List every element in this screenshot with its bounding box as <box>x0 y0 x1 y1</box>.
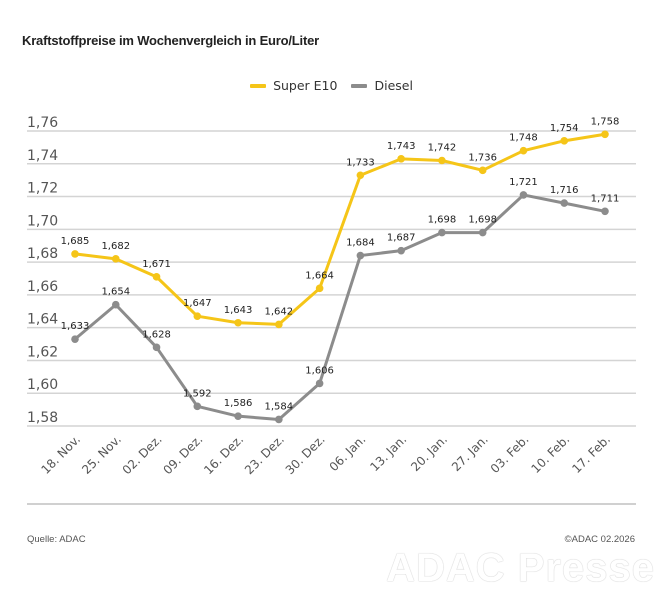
data-point-diesel <box>560 199 569 207</box>
legend-item-super-e10: Super E10 <box>250 78 337 93</box>
data-point-diesel <box>315 379 324 388</box>
data-point-super-e10 <box>478 166 487 175</box>
data-label-diesel: 1,698 <box>468 215 497 226</box>
data-point-super-e10 <box>275 320 283 329</box>
data-label-super-e10: 1,643 <box>224 305 253 316</box>
data-label-super-e10: 1,743 <box>387 141 416 152</box>
data-point-super-e10 <box>71 250 79 258</box>
data-point-super-e10 <box>152 273 161 281</box>
data-label-diesel: 1,633 <box>61 321 90 332</box>
data-label-diesel: 1,711 <box>591 193 620 204</box>
data-label-diesel: 1,716 <box>550 185 579 196</box>
x-tick-label: 03. Feb. <box>488 432 532 476</box>
x-tick-label: 13. Jan. <box>367 432 409 474</box>
data-label-super-e10: 1,671 <box>142 259 171 270</box>
data-point-diesel <box>397 246 405 255</box>
data-label-diesel: 1,684 <box>346 238 375 249</box>
data-point-super-e10 <box>397 155 405 163</box>
data-label-diesel: 1,698 <box>428 215 457 226</box>
data-label-diesel: 1,687 <box>387 233 416 244</box>
data-label-diesel: 1,592 <box>183 388 212 399</box>
data-point-diesel <box>601 207 609 216</box>
x-tick-label: 10. Feb. <box>529 432 573 476</box>
x-tick-label: 23. Dez. <box>242 432 287 477</box>
y-tick-label: 1,76 <box>27 115 58 131</box>
y-tick-label: 1,72 <box>27 181 58 197</box>
data-point-super-e10 <box>356 171 365 180</box>
data-point-super-e10 <box>560 137 569 145</box>
x-tick-label: 06. Jan. <box>327 432 369 474</box>
series-line-super-e10 <box>73 132 607 326</box>
data-point-super-e10 <box>193 312 202 320</box>
data-point-super-e10 <box>315 284 324 293</box>
data-point-diesel <box>519 191 528 199</box>
data-point-diesel <box>356 251 365 260</box>
x-tick-label: 25. Nov. <box>79 432 124 477</box>
legend-label-super-e10: Super E10 <box>273 78 338 93</box>
data-point-diesel <box>193 402 202 411</box>
data-point-diesel <box>275 415 283 424</box>
chart-title: Kraftstoffpreise im Wochenvergleich in E… <box>22 33 319 48</box>
x-tick-label: 02. Dez. <box>120 432 165 477</box>
y-tick-label: 1,66 <box>27 279 58 295</box>
source-note: Quelle: ADAC <box>27 534 86 545</box>
y-tick-label: 1,68 <box>27 246 58 262</box>
data-label-diesel: 1,606 <box>305 365 334 376</box>
y-tick-label: 1,60 <box>27 377 58 393</box>
data-point-diesel <box>478 228 487 237</box>
data-label-super-e10: 1,682 <box>101 241 130 252</box>
data-label-super-e10: 1,748 <box>509 133 538 144</box>
data-label-super-e10: 1,742 <box>428 143 457 154</box>
data-point-diesel <box>71 335 79 343</box>
legend-swatch-super-e10 <box>250 83 267 88</box>
chart-legend: Super E10 Diesel <box>0 78 663 93</box>
x-tick-label: 17. Feb. <box>569 432 613 476</box>
data-label-super-e10: 1,642 <box>265 306 294 317</box>
copyright-note: ©ADAC 02.2026 <box>564 534 635 545</box>
series-line-diesel <box>73 193 607 421</box>
data-label-super-e10: 1,647 <box>183 298 212 309</box>
data-point-super-e10 <box>519 146 528 155</box>
data-label-diesel: 1,721 <box>509 177 538 188</box>
legend-item-diesel: Diesel <box>351 78 413 93</box>
data-point-diesel <box>152 343 161 352</box>
x-tick-label: 18. Nov. <box>38 432 83 477</box>
data-point-super-e10 <box>111 255 120 263</box>
bottom-divider <box>27 503 636 505</box>
data-label-super-e10: 1,685 <box>61 236 90 247</box>
x-tick-label: 09. Dez. <box>160 432 205 477</box>
data-point-super-e10 <box>601 130 609 139</box>
data-label-diesel: 1,628 <box>142 329 171 340</box>
legend-swatch-diesel <box>351 83 368 88</box>
data-point-super-e10 <box>438 156 446 165</box>
x-tick-label: 30. Dez. <box>283 432 328 477</box>
y-tick-label: 1,74 <box>27 148 58 164</box>
data-label-super-e10: 1,664 <box>305 270 334 281</box>
legend-label-diesel: Diesel <box>374 78 413 93</box>
y-tick-label: 1,58 <box>27 410 58 426</box>
data-label-super-e10: 1,733 <box>346 157 375 168</box>
watermark: ADAC Presse <box>386 546 655 590</box>
data-label-super-e10: 1,754 <box>550 123 579 134</box>
x-tick-label: 27. Jan. <box>449 432 491 474</box>
x-tick-label: 16. Dez. <box>201 432 246 477</box>
data-point-super-e10 <box>234 318 242 327</box>
x-tick-label: 20. Jan. <box>408 432 450 474</box>
data-label-diesel: 1,586 <box>224 398 253 409</box>
y-tick-label: 1,64 <box>27 312 58 328</box>
data-label-super-e10: 1,758 <box>591 116 620 127</box>
data-point-diesel <box>438 228 446 237</box>
y-tick-label: 1,70 <box>27 213 58 229</box>
data-point-diesel <box>234 412 242 420</box>
data-label-super-e10: 1,736 <box>468 152 497 163</box>
data-point-diesel <box>111 300 120 309</box>
data-label-diesel: 1,654 <box>101 287 130 298</box>
y-tick-label: 1,62 <box>27 344 58 360</box>
data-label-diesel: 1,584 <box>265 401 294 412</box>
